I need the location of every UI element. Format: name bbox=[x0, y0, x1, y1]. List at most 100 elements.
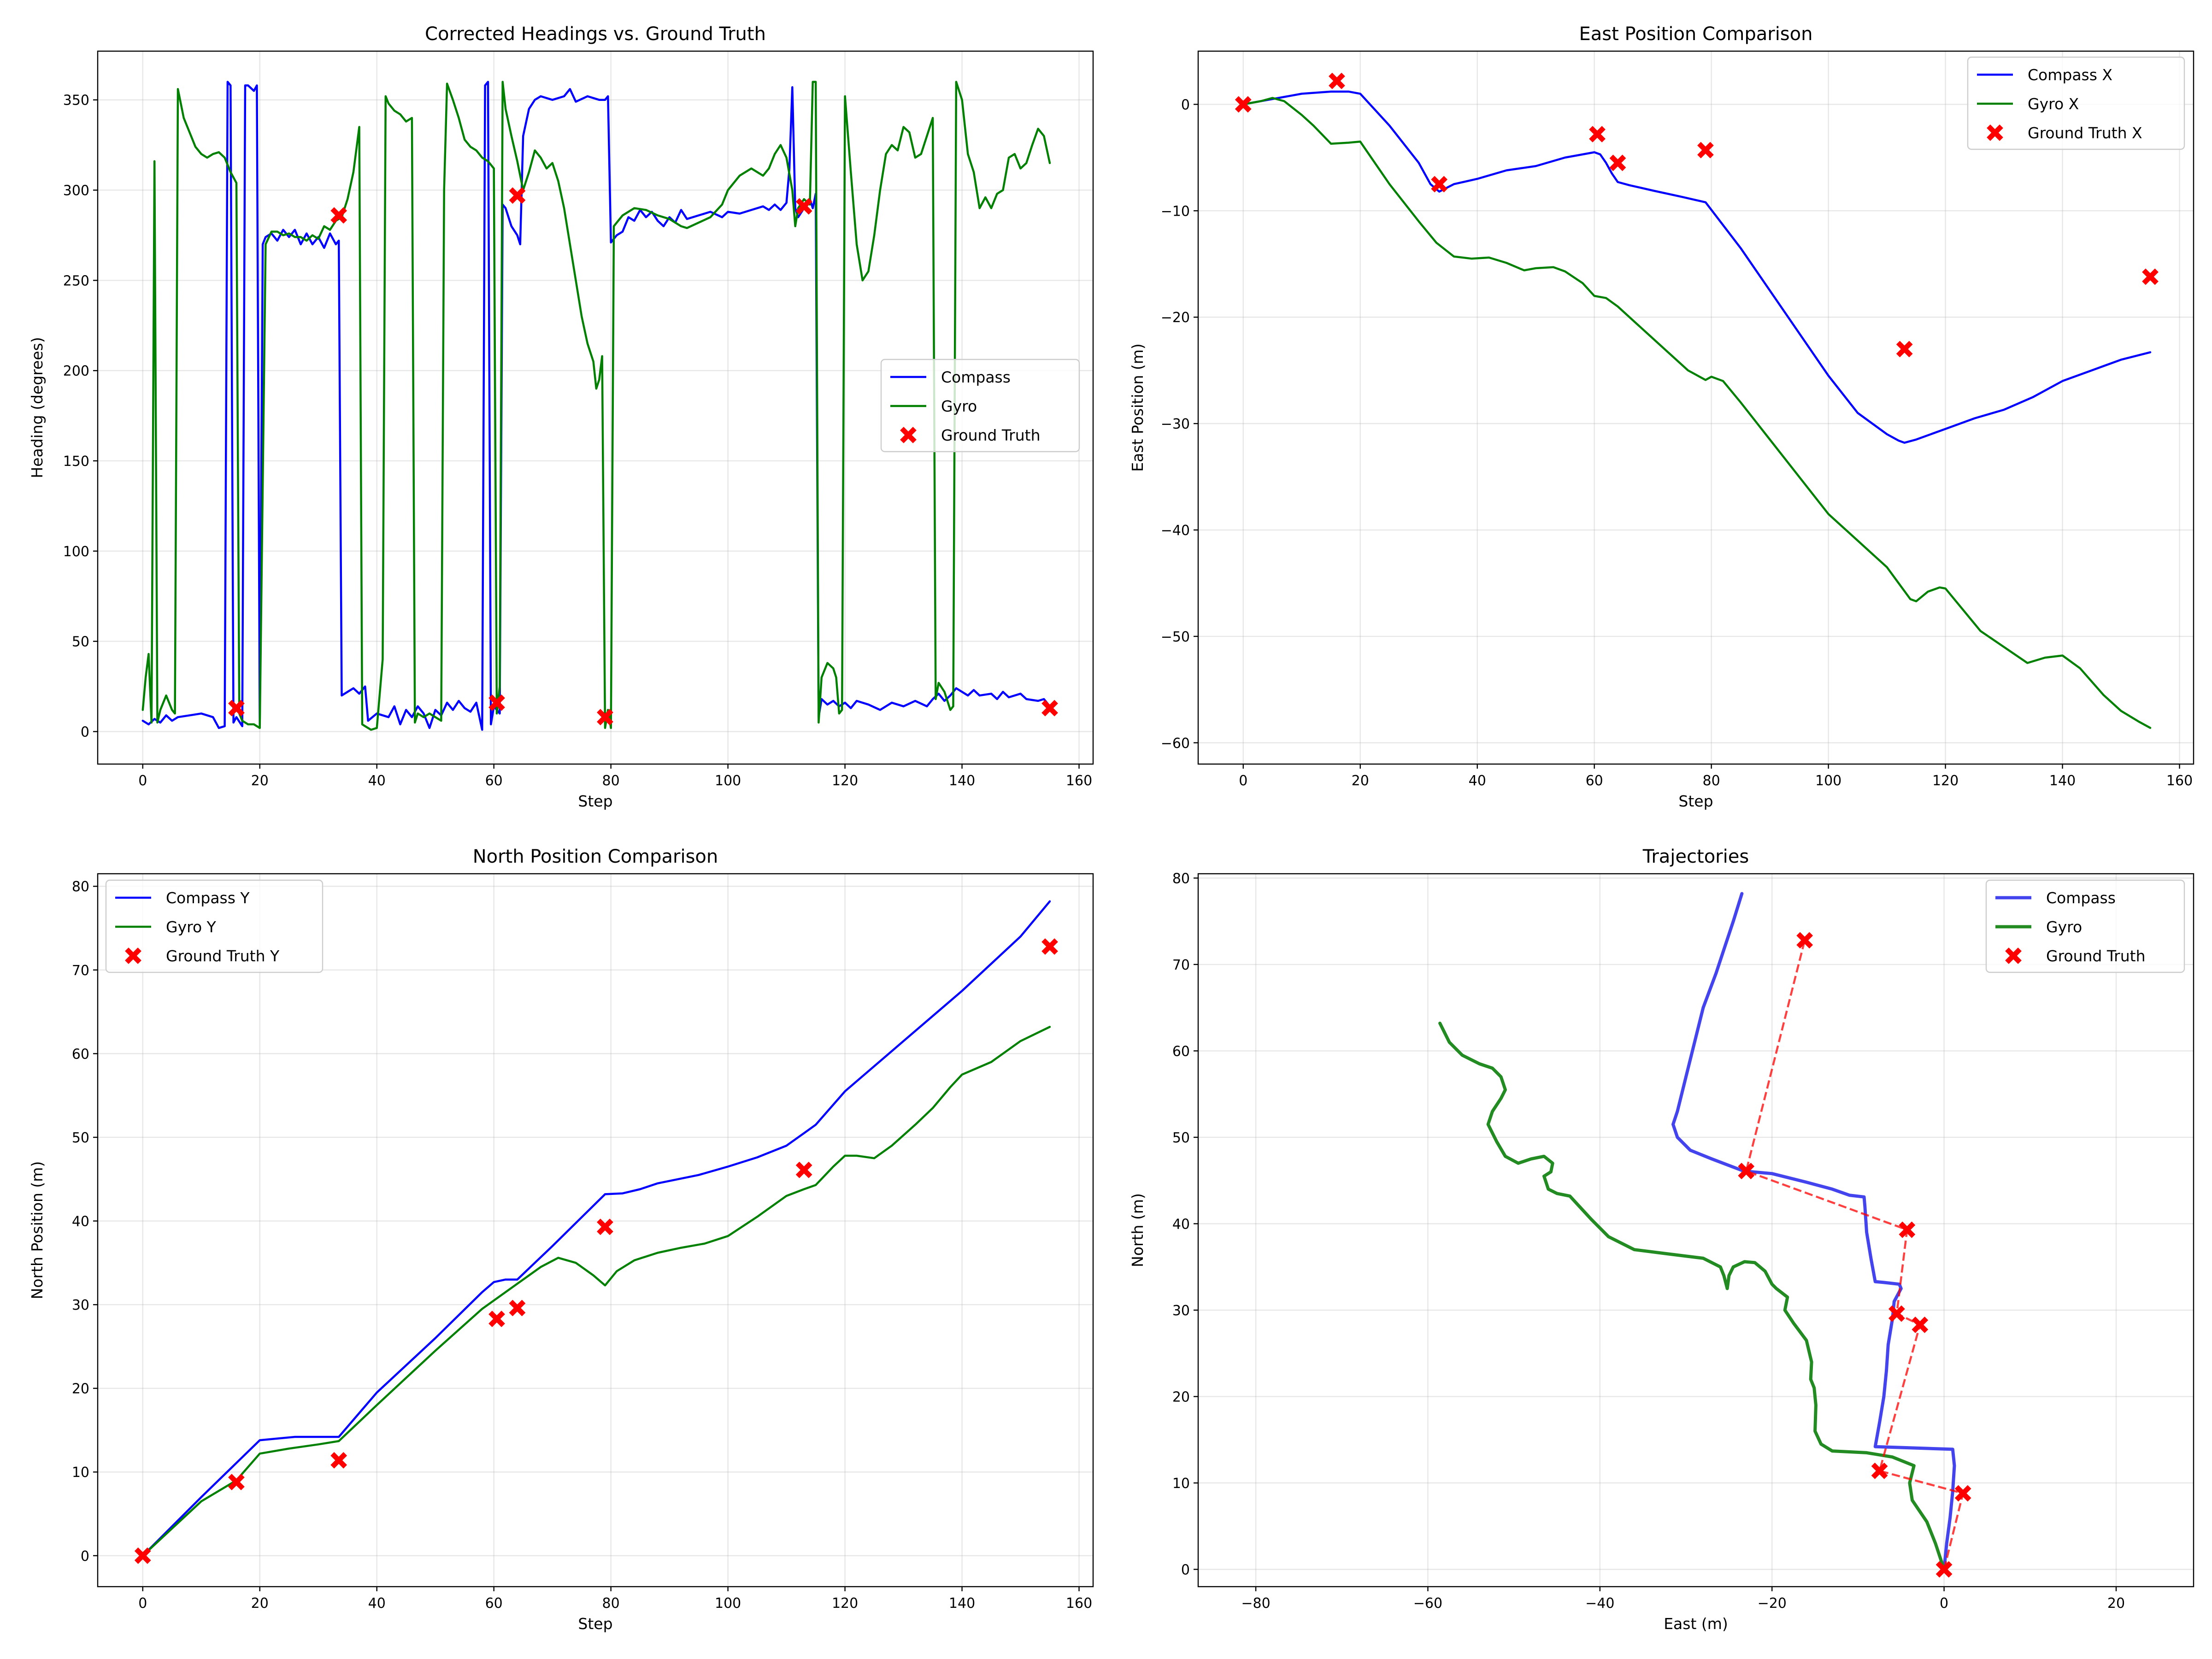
series-line-1 bbox=[1671, 892, 1956, 1571]
y-tick-label: 80 bbox=[1172, 871, 1190, 887]
y-tick-label: 70 bbox=[1172, 957, 1190, 973]
series-line-1 bbox=[141, 81, 1051, 731]
x-tick-label: 20 bbox=[2107, 1595, 2125, 1612]
legend-label: Compass X bbox=[2028, 66, 2112, 84]
y-tick-label: −30 bbox=[1161, 416, 1190, 432]
legend-swatch bbox=[900, 427, 917, 443]
axes-frame bbox=[97, 50, 1094, 765]
legend-box bbox=[1985, 879, 2185, 973]
plot-area bbox=[141, 81, 1058, 731]
y-tick-label: 60 bbox=[72, 1046, 89, 1062]
y-axis-label: East Position (m) bbox=[1129, 343, 1147, 472]
ground-truth-marker bbox=[1589, 126, 1606, 142]
ground-truth-path bbox=[1745, 940, 1965, 1570]
ground-truth-marker bbox=[509, 187, 526, 204]
legend-label: Compass bbox=[941, 368, 1011, 386]
series-line-2 bbox=[1438, 1021, 1946, 1571]
y-tick-label: 350 bbox=[63, 93, 89, 109]
x-tick-label: 120 bbox=[832, 1595, 858, 1612]
legend: Compass Y Gyro Y Ground Truth Y bbox=[105, 879, 324, 973]
x-tick-label: −40 bbox=[1585, 1595, 1614, 1612]
y-axis-label: Heading (degrees) bbox=[28, 337, 46, 478]
ground-truth-marker bbox=[1871, 1462, 1888, 1479]
ground-truth-marker bbox=[488, 694, 505, 711]
x-axis-label: East (m) bbox=[1664, 1615, 1728, 1633]
plot-area bbox=[1235, 72, 2159, 729]
y-tick-label: 200 bbox=[63, 363, 89, 379]
ground-truth-marker bbox=[1896, 341, 1913, 358]
y-tick-label: 70 bbox=[72, 963, 89, 979]
x-tick-label: 0 bbox=[138, 1595, 147, 1612]
legend-label: Ground Truth X bbox=[2028, 124, 2142, 142]
y-tick-label: 50 bbox=[72, 1130, 89, 1146]
legend-label: Compass bbox=[2046, 889, 2116, 907]
x-tick-label: 140 bbox=[949, 1595, 975, 1612]
series-line-2 bbox=[141, 1026, 1051, 1557]
legend-label: Gyro bbox=[941, 397, 977, 415]
ground-truth-marker bbox=[1235, 96, 1252, 113]
y-tick-label: −60 bbox=[1161, 735, 1190, 752]
legend-swatch bbox=[125, 947, 141, 964]
y-tick-label: 40 bbox=[72, 1214, 89, 1230]
x-tick-label: 60 bbox=[1586, 773, 1603, 789]
ground-truth-marker bbox=[330, 1452, 347, 1469]
y-tick-label: 20 bbox=[72, 1381, 89, 1397]
ground-truth-marker bbox=[134, 1547, 151, 1564]
x-axis-label: Step bbox=[1678, 792, 1713, 810]
subplot-1: 0 20 40 60 80 100 120 140 160 0 50 100 150 200 250 300 3… bbox=[28, 24, 1094, 810]
ground-truth-marker bbox=[795, 198, 812, 215]
x-tick-label: 0 bbox=[138, 773, 147, 789]
x-axis-label: Step bbox=[578, 1615, 612, 1633]
series-line-1 bbox=[1242, 90, 2152, 444]
axes-frame bbox=[1197, 50, 2194, 765]
x-tick-label: 160 bbox=[1066, 773, 1092, 789]
x-tick-label: 120 bbox=[1932, 773, 1959, 789]
y-tick-label: −40 bbox=[1161, 523, 1190, 539]
x-tick-label: 0 bbox=[1239, 773, 1247, 789]
ground-truth-marker bbox=[795, 1161, 812, 1178]
x-tick-label: −80 bbox=[1241, 1595, 1270, 1612]
subplot-3: 0 20 40 60 80 100 120 140 160 0 10 20 30 40 50 60 70 80 No… bbox=[28, 846, 1094, 1633]
y-tick-label: 0 bbox=[1181, 1562, 1190, 1578]
x-tick-label: 80 bbox=[602, 773, 620, 789]
x-tick-label: 160 bbox=[1066, 1595, 1092, 1612]
y-tick-label: 40 bbox=[1172, 1216, 1190, 1232]
ground-truth-marker bbox=[488, 1311, 505, 1327]
legend-box bbox=[105, 879, 324, 973]
ground-truth-marker bbox=[1697, 141, 1714, 159]
x-tick-label: 20 bbox=[251, 773, 269, 789]
x-tick-label: 40 bbox=[368, 773, 386, 789]
ground-truth-marker bbox=[509, 1300, 526, 1317]
ground-truth-marker bbox=[1041, 700, 1058, 717]
y-axis-label: North (m) bbox=[1129, 1193, 1147, 1267]
y-tick-label: 50 bbox=[1172, 1130, 1190, 1146]
y-tick-label: 20 bbox=[1172, 1389, 1190, 1405]
x-tick-label: 20 bbox=[1352, 773, 1369, 789]
legend-label: Ground Truth bbox=[941, 426, 1041, 444]
legend-box bbox=[1967, 56, 2185, 150]
legend-box bbox=[880, 359, 1080, 453]
y-tick-label: 50 bbox=[72, 634, 89, 650]
y-tick-label: 0 bbox=[81, 724, 89, 741]
legend-label: Ground Truth Y bbox=[166, 947, 280, 965]
x-tick-label: 40 bbox=[368, 1595, 386, 1612]
x-tick-label: 100 bbox=[715, 1595, 741, 1612]
y-tick-label: 300 bbox=[63, 183, 89, 199]
ground-truth-marker bbox=[2142, 268, 2159, 285]
legend: Compass Gyro Ground Truth bbox=[1985, 879, 2185, 973]
y-tick-label: 0 bbox=[1181, 97, 1190, 113]
ground-truth-marker bbox=[597, 1218, 613, 1235]
x-tick-label: 40 bbox=[1469, 773, 1486, 789]
x-tick-label: 140 bbox=[2049, 773, 2076, 789]
y-tick-label: 100 bbox=[63, 544, 89, 560]
ground-truth-marker bbox=[1041, 938, 1058, 955]
x-tick-label: 20 bbox=[251, 1595, 269, 1612]
x-tick-label: 80 bbox=[1703, 773, 1720, 789]
x-tick-label: 160 bbox=[2166, 773, 2193, 789]
y-tick-label: 30 bbox=[1172, 1303, 1190, 1319]
y-tick-label: −20 bbox=[1161, 310, 1190, 326]
x-tick-label: −60 bbox=[1413, 1595, 1442, 1612]
ground-truth-marker bbox=[1431, 176, 1448, 193]
chart-title: East Position Comparison bbox=[1579, 24, 1813, 45]
